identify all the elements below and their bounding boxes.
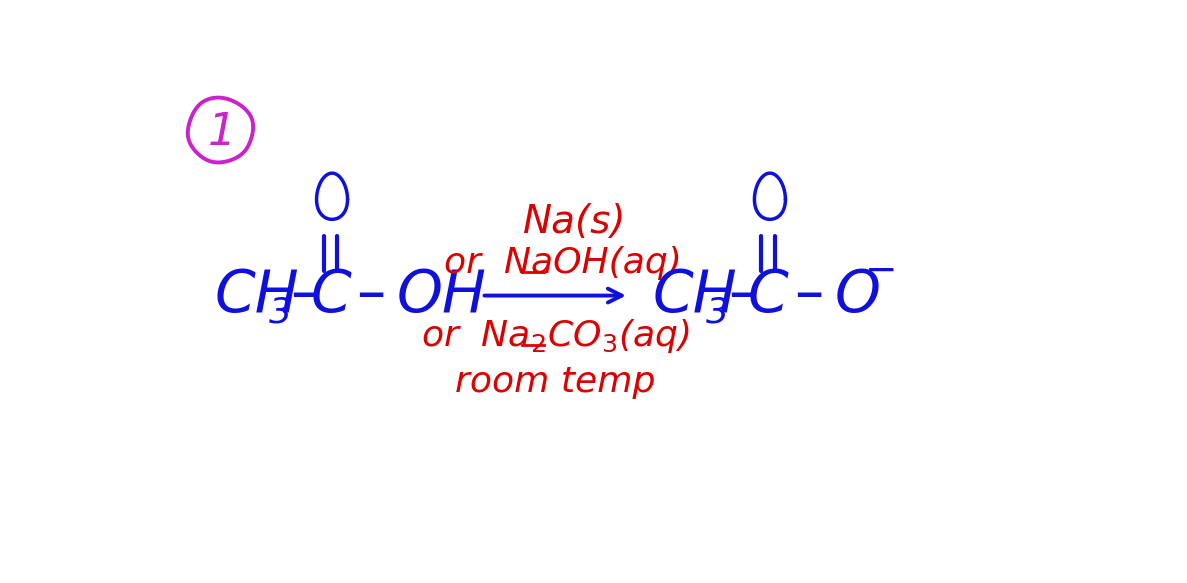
Text: CH: CH — [652, 267, 737, 324]
Text: C: C — [748, 267, 788, 324]
Text: –: – — [794, 265, 824, 322]
Text: 3: 3 — [268, 296, 292, 329]
Text: Na(s): Na(s) — [523, 203, 627, 241]
Text: or  Na$_2$CO$_3$(aq): or Na$_2$CO$_3$(aq) — [420, 317, 690, 354]
Text: 3: 3 — [706, 296, 729, 329]
Text: –: – — [290, 265, 319, 322]
Text: −: − — [865, 252, 897, 290]
Text: CH: CH — [214, 267, 299, 324]
Text: –: – — [356, 265, 386, 322]
Text: –: – — [728, 265, 757, 322]
Text: OH: OH — [396, 267, 487, 324]
Text: O: O — [834, 267, 881, 324]
Text: C: C — [310, 267, 351, 324]
Text: 1: 1 — [208, 111, 236, 154]
Text: or  NaOH(aq): or NaOH(aq) — [444, 246, 683, 280]
Text: room temp: room temp — [455, 365, 655, 399]
